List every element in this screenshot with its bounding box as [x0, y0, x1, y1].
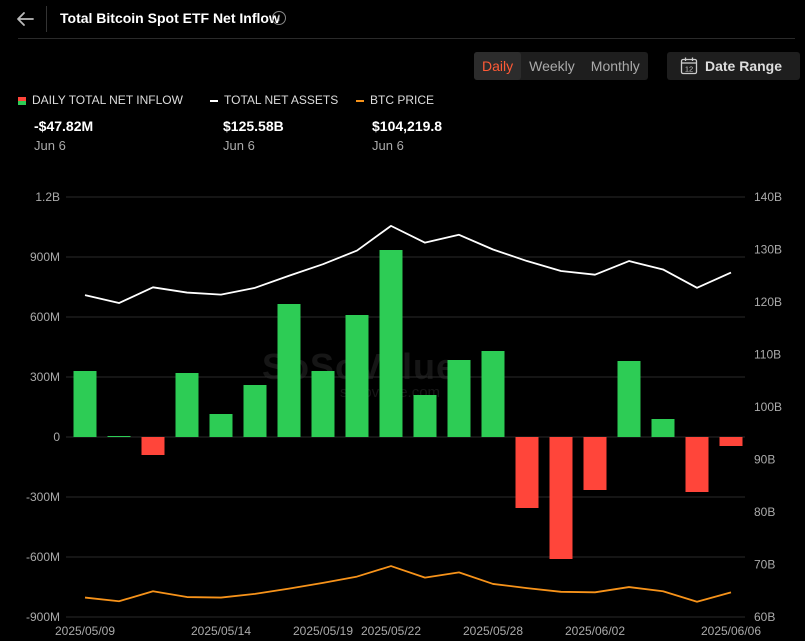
x-axis-tick: 2025/06/02: [565, 624, 625, 638]
left-axis-tick: -900M: [26, 610, 60, 624]
tab-daily[interactable]: Daily: [474, 52, 522, 80]
right-axis-tick: 70B: [754, 558, 775, 572]
legend-item-btc-price[interactable]: BTC PRICE: [356, 93, 434, 107]
inflow-bar: [345, 315, 369, 437]
x-axis-tick: 2025/05/22: [361, 624, 421, 638]
right-axis-tick: 110B: [754, 348, 781, 362]
chart-bars: [73, 250, 743, 559]
header-separator: [18, 38, 795, 39]
btc-price-line: [84, 565, 732, 603]
net-assets-line: [84, 224, 732, 304]
info-icon[interactable]: i: [272, 11, 286, 25]
inflow-bar: [549, 437, 573, 559]
inflow-bar: [719, 437, 743, 446]
right-axis-tick: 130B: [754, 243, 782, 257]
inflow-bar: [515, 437, 539, 508]
header-divider: [46, 6, 47, 32]
page-header: Total Bitcoin Spot ETF Net Inflow i: [0, 0, 805, 38]
x-axis-tick: 2025/05/19: [293, 624, 353, 638]
inflow-bar: [651, 419, 675, 437]
inflow-bar: [311, 371, 335, 437]
left-axis-tick: 300M: [30, 370, 60, 384]
inflow-bar: [209, 414, 233, 437]
btc-price-date: Jun 6: [372, 138, 404, 153]
left-axis-tick: -300M: [26, 490, 60, 504]
x-axis-labels: 2025/05/09 2025/05/14 2025/05/19 2025/05/22…: [55, 624, 761, 638]
legend-item-net-assets[interactable]: TOTAL NET ASSETS: [210, 93, 338, 107]
orange-line-icon: [356, 99, 364, 102]
page-title: Total Bitcoin Spot ETF Net Inflow: [60, 10, 280, 26]
x-axis-tick: 2025/05/14: [191, 624, 251, 638]
left-axis-labels: 1.2B 900M 600M 300M 0 -300M -600M -900M: [26, 190, 60, 624]
red-green-square-icon: [18, 96, 26, 105]
net-inflow-value: -$47.82M: [34, 118, 94, 134]
right-axis-tick: 80B: [754, 505, 775, 519]
net-assets-value: $125.58B: [223, 118, 284, 134]
net-assets-date: Jun 6: [223, 138, 255, 153]
inflow-bar: [379, 250, 403, 437]
right-axis-tick: 100B: [754, 400, 782, 414]
right-axis-tick: 60B: [754, 610, 775, 624]
period-selector: Daily Weekly Monthly: [474, 52, 648, 80]
inflow-bar: [583, 437, 607, 490]
inflow-bar: [413, 395, 437, 437]
inflow-bar: [481, 351, 505, 437]
right-axis-tick: 140B: [754, 190, 782, 204]
inflow-bar: [617, 361, 641, 437]
inflow-bar: [107, 436, 131, 437]
inflow-bar: [141, 437, 165, 455]
date-range-label: Date Range: [705, 58, 783, 74]
tab-weekly[interactable]: Weekly: [529, 58, 575, 74]
left-axis-tick: 900M: [30, 250, 60, 264]
right-axis-tick: 120B: [754, 295, 782, 309]
chart-lines: [84, 224, 732, 603]
chart-grid: [66, 196, 745, 618]
left-axis-tick: 1.2B: [35, 190, 60, 204]
white-line-icon: [210, 99, 218, 102]
calendar-day: 12: [685, 64, 693, 73]
net-inflow-date: Jun 6: [34, 138, 66, 153]
inflow-bar: [73, 371, 97, 437]
inflow-bar: [447, 360, 471, 437]
inflow-bar: [243, 385, 267, 437]
x-axis-tick: 2025/05/28: [463, 624, 523, 638]
left-axis-tick: 0: [53, 430, 60, 444]
x-axis-tick: 2025/05/09: [55, 624, 115, 638]
right-axis-labels: 140B 130B 120B 110B 100B 90B 80B 70B 60B: [754, 190, 782, 624]
inflow-bar: [685, 437, 709, 492]
x-axis-tick: 2025/06/06: [701, 624, 761, 638]
btc-price-value: $104,219.8: [372, 118, 443, 134]
legend-item-net-inflow[interactable]: DAILY TOTAL NET INFLOW: [18, 93, 183, 107]
left-axis-tick: -600M: [26, 550, 60, 564]
left-axis-tick: 600M: [30, 310, 60, 324]
inflow-bar: [277, 304, 301, 437]
back-arrow-icon[interactable]: [14, 8, 36, 30]
inflow-bar: [175, 373, 199, 437]
tab-monthly[interactable]: Monthly: [590, 58, 640, 74]
right-axis-tick: 90B: [754, 453, 775, 467]
date-range-button[interactable]: 12 Date Range: [667, 52, 800, 80]
calendar-icon: 12: [680, 57, 698, 75]
